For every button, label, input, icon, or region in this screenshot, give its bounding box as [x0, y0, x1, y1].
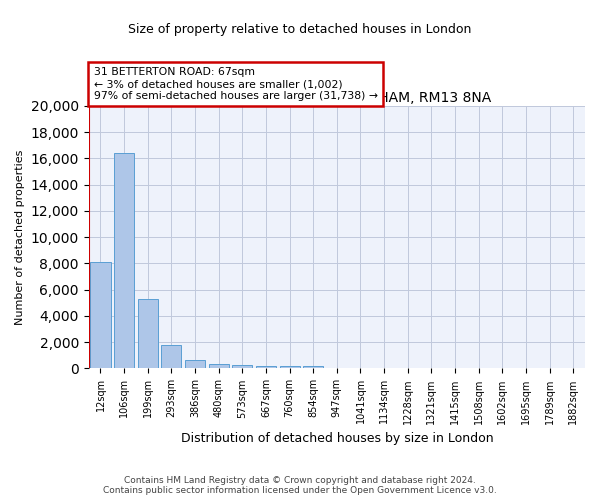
Bar: [91, 262, 110, 368]
Bar: [137, 299, 158, 368]
Bar: [303, 366, 323, 368]
Bar: [114, 153, 134, 368]
Bar: [185, 360, 205, 368]
Bar: [280, 366, 299, 368]
Bar: [209, 364, 229, 368]
X-axis label: Distribution of detached houses by size in London: Distribution of detached houses by size …: [181, 432, 493, 445]
Y-axis label: Number of detached properties: Number of detached properties: [15, 150, 25, 325]
Title: 31, BETTERTON ROAD, RAINHAM, RM13 8NA: 31, BETTERTON ROAD, RAINHAM, RM13 8NA: [183, 90, 491, 104]
Text: 31 BETTERTON ROAD: 67sqm
← 3% of detached houses are smaller (1,002)
97% of semi: 31 BETTERTON ROAD: 67sqm ← 3% of detache…: [94, 68, 377, 100]
Bar: [161, 346, 181, 368]
Text: Size of property relative to detached houses in London: Size of property relative to detached ho…: [128, 22, 472, 36]
Bar: [256, 366, 276, 368]
Text: Contains HM Land Registry data © Crown copyright and database right 2024.
Contai: Contains HM Land Registry data © Crown c…: [103, 476, 497, 495]
Bar: [232, 365, 253, 368]
